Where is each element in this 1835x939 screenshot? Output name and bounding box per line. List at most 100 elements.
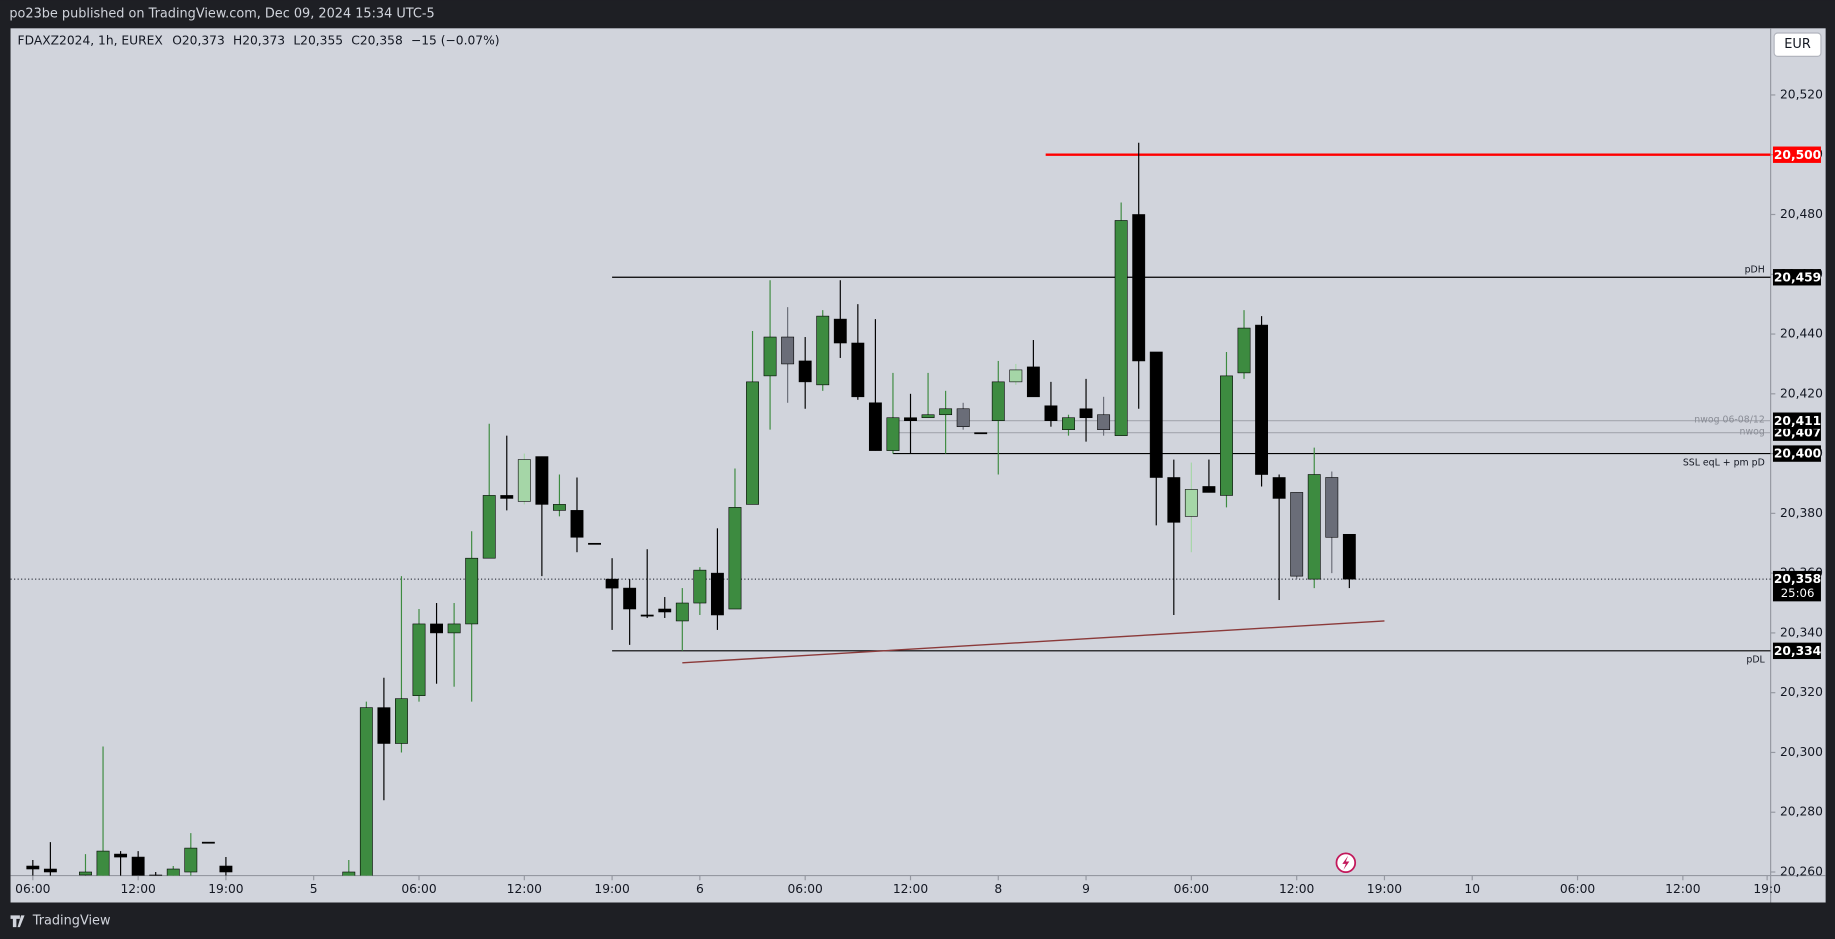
candle-body bbox=[763, 336, 777, 377]
footer: TradingView bbox=[32, 914, 111, 929]
candle-body bbox=[868, 402, 882, 451]
x-tick-label: 9 bbox=[1082, 882, 1090, 896]
candle-body bbox=[851, 342, 865, 398]
legend-value: 20,355 bbox=[300, 34, 343, 48]
legend-key: H bbox=[233, 34, 242, 48]
y-tick-label: 20,440 bbox=[1780, 327, 1823, 341]
candle-body bbox=[886, 417, 900, 451]
candle-body bbox=[1044, 405, 1058, 422]
candle-body bbox=[1307, 474, 1321, 580]
x-tick-label: 06:00 bbox=[1560, 882, 1595, 896]
x-tick-label: 19:00 bbox=[594, 882, 629, 896]
candle-body bbox=[1342, 533, 1356, 580]
currency[interactable]: EUR bbox=[1784, 37, 1811, 52]
candle-body bbox=[956, 408, 970, 427]
price-box bbox=[1772, 412, 1821, 429]
legend-value: 20,373 bbox=[242, 34, 285, 48]
x-tick-label: 10 bbox=[1464, 882, 1480, 896]
candle-body bbox=[570, 510, 584, 538]
candle-body bbox=[131, 856, 145, 876]
candle-body bbox=[781, 336, 795, 365]
candle-body bbox=[517, 459, 531, 502]
legend-value: 20,373 bbox=[182, 34, 225, 48]
legend-key: O bbox=[172, 34, 182, 48]
candle-body bbox=[640, 614, 654, 617]
candle-body bbox=[1272, 477, 1286, 499]
price-box-label: 20,334 bbox=[1774, 644, 1821, 658]
candle-body bbox=[342, 871, 356, 876]
candle-body bbox=[1167, 477, 1181, 523]
candle-body bbox=[201, 841, 215, 844]
candle-body bbox=[588, 542, 601, 545]
candle-body bbox=[377, 707, 391, 744]
price-box bbox=[1772, 445, 1821, 462]
currency-button[interactable] bbox=[1773, 32, 1822, 57]
candle-body bbox=[500, 495, 514, 499]
price-box-label: 20,411 bbox=[1774, 414, 1821, 428]
candle-body bbox=[1255, 324, 1269, 475]
level-tag: nwog bbox=[1740, 427, 1765, 438]
candle-body bbox=[395, 698, 408, 744]
y-tick-label: 20,520 bbox=[1780, 87, 1823, 101]
candle-body bbox=[430, 623, 443, 634]
x-tick-label: 06:00 bbox=[15, 882, 50, 896]
candle-body bbox=[710, 572, 724, 616]
candle-body bbox=[552, 504, 566, 511]
candle-body bbox=[746, 381, 759, 505]
candle-body bbox=[149, 874, 163, 876]
footer-logo bbox=[10, 915, 25, 928]
price-box-label: 20,500 bbox=[1774, 148, 1821, 162]
candle-body bbox=[605, 578, 619, 589]
candle-body bbox=[219, 865, 233, 873]
candle-body bbox=[1114, 220, 1128, 436]
candle-body bbox=[184, 847, 198, 873]
axes: 20,26020,28020,30020,32020,34020,36020,3… bbox=[15, 87, 1823, 896]
candle-body bbox=[728, 507, 742, 610]
y-tick-label: 20,380 bbox=[1780, 506, 1823, 520]
header: po23be published on TradingView.com, Dec… bbox=[9, 7, 434, 22]
candle-body bbox=[1202, 486, 1216, 493]
candle-body bbox=[1097, 414, 1111, 430]
level-tag: pDL bbox=[1746, 655, 1765, 666]
x-tick-label: 12:00 bbox=[120, 882, 155, 896]
y-tick-label: 20,420 bbox=[1780, 386, 1823, 400]
price-box bbox=[1772, 146, 1821, 163]
current-price-box bbox=[1772, 570, 1821, 602]
candle-body bbox=[1062, 417, 1075, 430]
x-tick-label: 12:00 bbox=[1279, 882, 1314, 896]
y-tick-label: 20,480 bbox=[1780, 207, 1823, 221]
level-tag: pDH bbox=[1745, 265, 1765, 276]
price-box-label: 20,459 bbox=[1774, 270, 1821, 284]
candle-body bbox=[1237, 327, 1251, 374]
candle-body bbox=[1290, 492, 1304, 577]
price-box-label: 20,407 bbox=[1774, 426, 1821, 440]
x-tick-label: 6 bbox=[696, 882, 704, 896]
candle-body bbox=[1079, 408, 1093, 419]
candle-body bbox=[991, 381, 1005, 422]
y-tick-label: 20,260 bbox=[1780, 865, 1823, 879]
x-tick-label: 19:00 bbox=[208, 882, 243, 896]
candle-body bbox=[43, 868, 57, 873]
y-tick-label: 20,320 bbox=[1780, 685, 1823, 699]
x-tick-label: 12:00 bbox=[507, 882, 542, 896]
candle-body bbox=[1026, 366, 1040, 398]
candle-body bbox=[974, 432, 988, 435]
legend-key: C bbox=[351, 34, 360, 48]
candle-body bbox=[26, 865, 40, 870]
candle-body bbox=[482, 495, 496, 559]
candle-body bbox=[359, 707, 373, 876]
legend: FDAXZ2024, 1h, EUREX O 20,373 H 20,373 L 20,35… bbox=[18, 34, 500, 48]
trendline bbox=[682, 620, 1385, 664]
y-tick-label: 20,300 bbox=[1780, 745, 1823, 759]
level-tag: nwog 06-08/12 bbox=[1694, 415, 1765, 426]
candle-body bbox=[1132, 214, 1146, 362]
x-tick-label: 06:00 bbox=[788, 882, 823, 896]
candle-body bbox=[535, 456, 549, 505]
x-tick-label: 19:0 bbox=[1753, 882, 1781, 896]
x-tick-label: 06:00 bbox=[1174, 882, 1209, 896]
lightning-icon[interactable] bbox=[1335, 852, 1357, 873]
candle-body bbox=[675, 602, 689, 622]
